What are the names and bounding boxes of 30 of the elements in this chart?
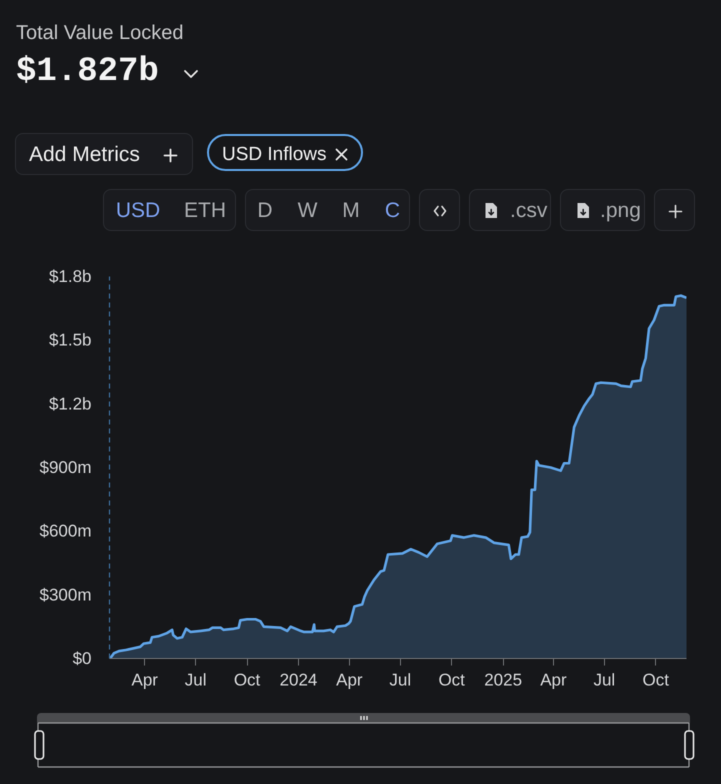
text: Add Metrics [29,143,140,167]
y-tick-label: $1.2b [48,394,92,414]
y-tick-label: $600m [40,522,92,541]
y-tick-label: $0 [72,649,92,668]
x-tick-label: 2025 [484,670,522,690]
y-tick-label: $1.8b [48,267,92,286]
x-tick-label: Oct [642,670,670,690]
x-tick-label: Apr [540,670,567,690]
x-tick-label: 2024 [280,670,318,690]
text: C [384,199,400,223]
x-tick-label: Apr [131,670,158,690]
text: .png [600,199,641,223]
chart-subtitle: $1.827b [16,52,159,92]
text: USD Inflows [222,144,327,166]
x-tick-label: Apr [336,670,363,690]
y-tick-label: $900m [40,458,92,477]
text: D [257,199,273,223]
chart-title: Total Value Locked [16,21,184,45]
text: USD [116,199,160,223]
text: .csv [510,199,548,223]
x-tick-label: Oct [438,670,466,690]
x-tick-label: Jul [184,670,206,690]
x-tick-label: Oct [234,670,261,690]
x-tick-label: Jul [593,670,616,690]
y-tick-label: $1.5b [48,330,92,350]
x-tick-label: Jul [389,670,412,690]
y-tick-label: $300m [40,585,92,604]
text: M [342,199,360,223]
text: W [298,199,318,223]
text: ETH [184,199,226,223]
